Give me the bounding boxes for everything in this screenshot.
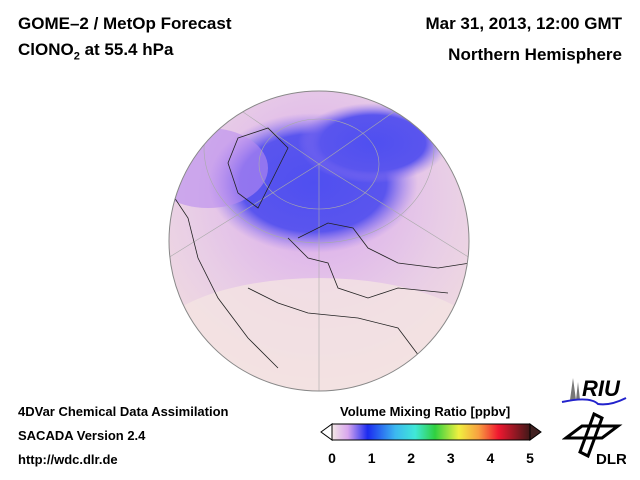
colorbar-tick: 5: [526, 450, 534, 466]
footer-line-1: 4DVar Chemical Data Assimilation: [18, 404, 229, 419]
colorbar-tick: 3: [446, 450, 455, 466]
colorbar-tick: 4: [486, 450, 495, 466]
species-title: ClONO2 at 55.4 hPa: [18, 40, 174, 63]
colorbar: [320, 423, 542, 441]
colorbar-tick: 2: [407, 450, 416, 466]
svg-text:RIU: RIU: [582, 376, 621, 401]
globe-map: [168, 90, 470, 392]
svg-text:DLR: DLR: [596, 451, 626, 468]
colorbar-high-arrow: [529, 423, 542, 441]
date-label: Mar 31, 2013, 12:00 GMT: [425, 14, 622, 33]
colorbar-tick: 1: [367, 450, 376, 466]
product-title: GOME–2 / MetOp Forecast: [18, 14, 232, 33]
riu-logo: RIU: [561, 376, 627, 406]
colorbar-low-arrow: [320, 423, 333, 441]
colorbar-tick: 0: [328, 450, 336, 466]
footer-url[interactable]: http://wdc.dlr.de: [18, 452, 118, 467]
region-label: Northern Hemisphere: [448, 45, 622, 64]
colorbar-title: Volume Mixing Ratio [ppbv]: [340, 404, 511, 419]
dlr-logo: DLR: [562, 412, 626, 468]
footer-line-2: SACADA Version 2.4: [18, 428, 146, 443]
